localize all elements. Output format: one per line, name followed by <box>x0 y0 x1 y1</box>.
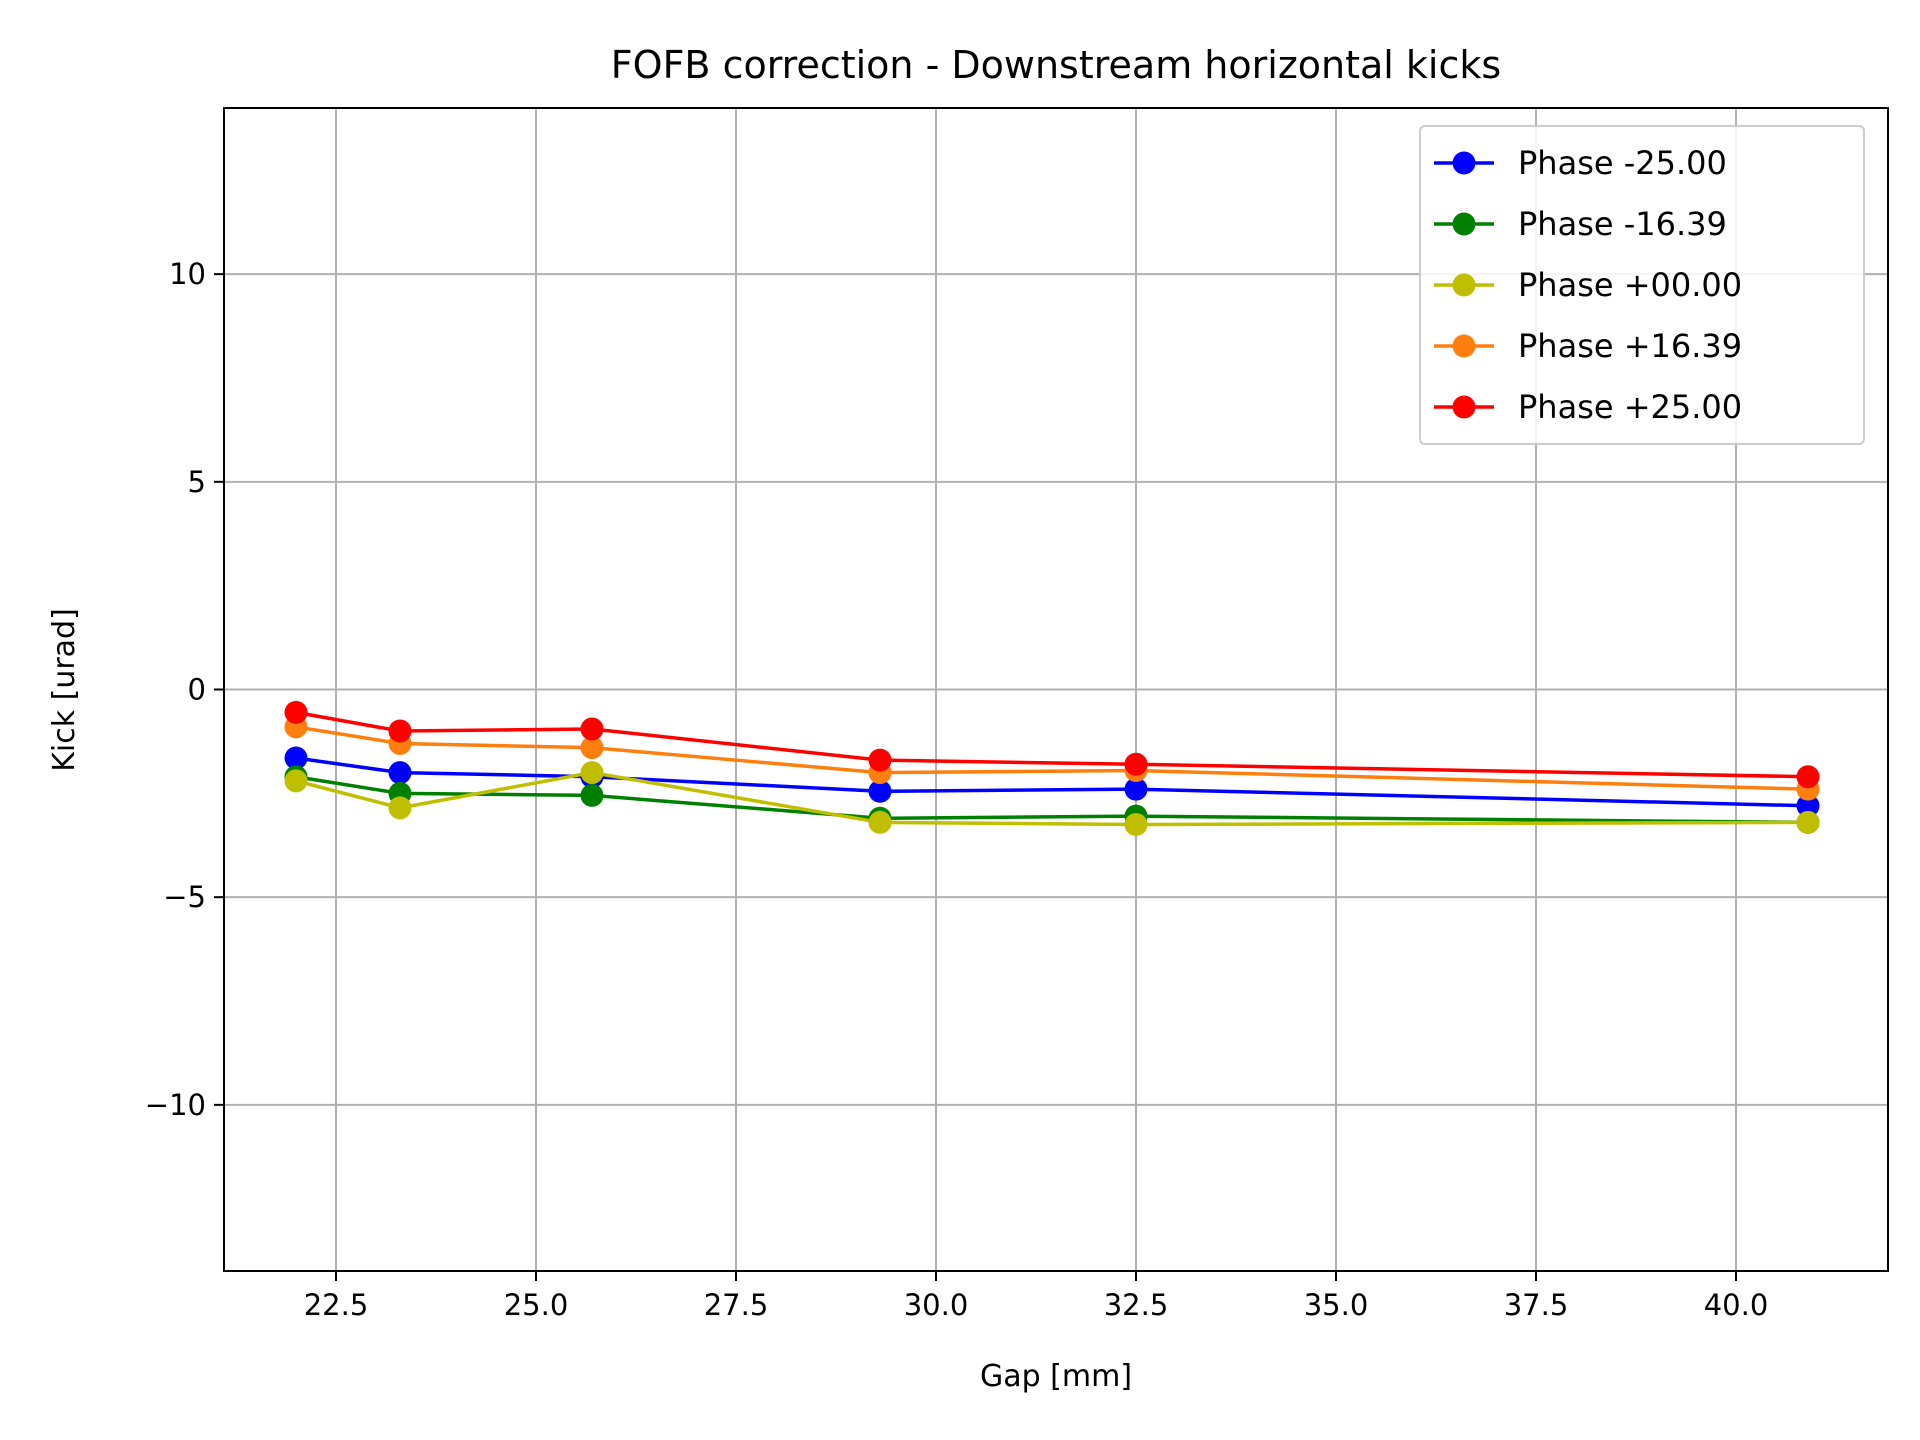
legend: Phase -25.00 Phase -16.39 Phase +00.00 Phas… <box>1419 125 1865 445</box>
series-lines <box>284 700 1820 836</box>
legend-label: Phase -25.00 <box>1518 144 1727 182</box>
legend-swatch-marker <box>1452 212 1476 236</box>
legend-label: Phase -16.39 <box>1518 205 1727 243</box>
y-tick-label: −5 <box>163 880 206 914</box>
x-tick-label: 35.0 <box>1304 1288 1369 1322</box>
series-line <box>295 770 1809 827</box>
data-point <box>388 719 412 743</box>
data-point <box>1124 812 1148 836</box>
data-point <box>388 761 412 785</box>
legend-label: Phase +25.00 <box>1518 388 1742 426</box>
data-point <box>580 783 604 807</box>
series-line <box>295 725 1809 791</box>
x-axis-label: Gap [mm] <box>980 1359 1132 1394</box>
axis-ticks: 22.5 25.0 27.5 30.0 32.5 35.0 37.5 40.0 10 5 0 −5 −1… <box>145 257 1768 1322</box>
data-point <box>1124 752 1148 776</box>
y-tick-label: 10 <box>169 257 206 291</box>
legend-entry: Phase +16.39 <box>1434 327 1742 365</box>
legend-frame <box>1419 125 1865 445</box>
data-point <box>580 736 604 760</box>
legend-swatch-marker <box>1452 151 1476 175</box>
x-tick-label: 30.0 <box>904 1288 969 1322</box>
legend-swatch-marker <box>1452 273 1476 297</box>
legend-label: Phase +00.00 <box>1518 266 1742 304</box>
legend-label: Phase +16.39 <box>1518 327 1742 365</box>
data-point <box>580 717 604 741</box>
data-point <box>868 748 892 772</box>
series-3 <box>284 761 1820 836</box>
legend-entry: Phase +00.00 <box>1434 266 1742 304</box>
data-point <box>580 761 604 785</box>
series-line <box>295 710 1809 779</box>
x-tick-label: 22.5 <box>304 1288 369 1322</box>
x-tick-label: 32.5 <box>1104 1288 1169 1322</box>
legend-items: Phase -25.00 Phase -16.39 Phase +00.00 Phas… <box>1434 144 1742 426</box>
x-tick-label: 25.0 <box>504 1288 569 1322</box>
series-line <box>295 756 1809 808</box>
data-point <box>1796 810 1820 834</box>
legend-swatch-marker <box>1452 334 1476 358</box>
x-tick-label: 40.0 <box>1704 1288 1769 1322</box>
x-tick-label: 37.5 <box>1504 1288 1569 1322</box>
y-tick-label: 5 <box>188 465 206 499</box>
data-point <box>284 746 308 770</box>
data-point <box>284 769 308 793</box>
grid-lines <box>224 108 1888 1271</box>
series-line <box>295 774 1809 825</box>
legend-entry: Phase +25.00 <box>1434 388 1742 426</box>
series-5 <box>284 700 1820 789</box>
x-tick-label: 27.5 <box>704 1288 769 1322</box>
legend-entry: Phase -16.39 <box>1434 205 1727 243</box>
legend-entry: Phase -25.00 <box>1434 144 1727 182</box>
y-tick-label: −10 <box>145 1088 206 1122</box>
data-point <box>284 700 308 724</box>
data-point <box>1796 794 1820 818</box>
data-point <box>1124 777 1148 801</box>
y-tick-label: 0 <box>188 673 206 707</box>
data-point <box>1796 765 1820 789</box>
chart-title: FOFB correction - Downstream horizontal … <box>611 43 1501 87</box>
legend-swatch-marker <box>1452 395 1476 419</box>
data-point <box>868 810 892 834</box>
y-axis-label: Kick [urad] <box>47 608 82 772</box>
data-point <box>388 796 412 820</box>
data-point <box>868 779 892 803</box>
